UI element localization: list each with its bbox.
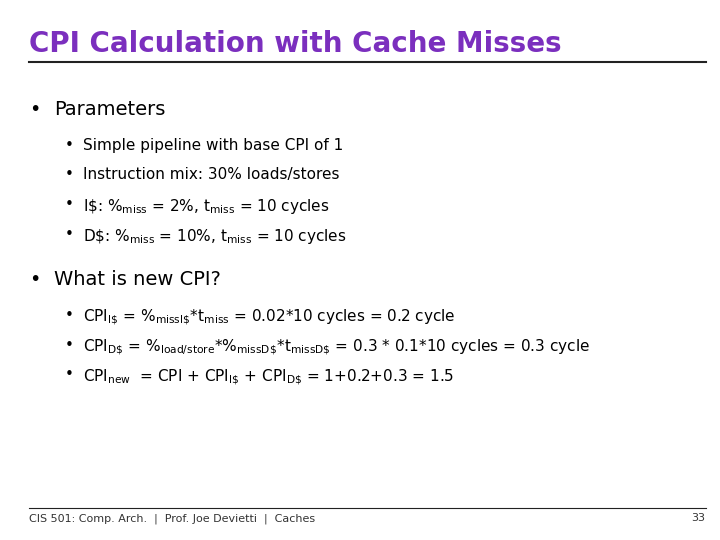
- Text: What is new CPI?: What is new CPI?: [54, 270, 221, 289]
- Text: D$\$$: %$_{\mathregular{miss}}$ = 10%, t$_{\mathregular{miss}}$ = 10 cycles: D$\$$: %$_{\mathregular{miss}}$ = 10%, t…: [83, 227, 346, 246]
- Text: I$\$$: %$_{\mathregular{miss}}$ = 2%, t$_{\mathregular{miss}}$ = 10 cycles: I$\$$: %$_{\mathregular{miss}}$ = 2%, t$…: [83, 197, 329, 216]
- Text: •: •: [65, 367, 73, 382]
- Text: CIS 501: Comp. Arch.  |  Prof. Joe Devietti  |  Caches: CIS 501: Comp. Arch. | Prof. Joe Deviett…: [29, 513, 315, 523]
- Text: CPI$_{\mathregular{new}}$  = CPI + CPI$_{\mathregular{I\$}}$ + CPI$_{\mathregula: CPI$_{\mathregular{new}}$ = CPI + CPI$_{…: [83, 367, 454, 387]
- Text: •: •: [65, 227, 73, 242]
- Text: •: •: [65, 197, 73, 212]
- Text: Instruction mix: 30% loads/stores: Instruction mix: 30% loads/stores: [83, 167, 339, 183]
- Text: •: •: [29, 100, 40, 119]
- Text: •: •: [65, 138, 73, 153]
- Text: Parameters: Parameters: [54, 100, 166, 119]
- Text: Simple pipeline with base CPI of 1: Simple pipeline with base CPI of 1: [83, 138, 343, 153]
- Text: CPI$_{\mathregular{D\$}}$ = %$_{\mathregular{load/store}}$*%$_{\mathregular{miss: CPI$_{\mathregular{D\$}}$ = %$_{\mathreg…: [83, 338, 590, 357]
- Text: CPI$_{\mathregular{I\$}}$ = %$_{\mathregular{missI\$}}$*t$_{\mathregular{miss}}$: CPI$_{\mathregular{I\$}}$ = %$_{\mathreg…: [83, 308, 456, 327]
- Text: •: •: [65, 308, 73, 323]
- Text: 33: 33: [692, 513, 706, 523]
- Text: CPI Calculation with Cache Misses: CPI Calculation with Cache Misses: [29, 30, 562, 58]
- Text: •: •: [65, 167, 73, 183]
- Text: •: •: [65, 338, 73, 353]
- Text: •: •: [29, 270, 40, 289]
